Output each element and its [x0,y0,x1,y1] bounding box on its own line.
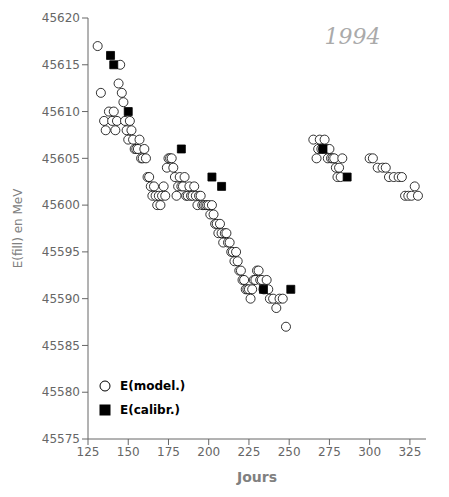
html-text:E(model.): E(model.) [120,379,186,393]
svg-text:150: 150 [117,445,140,459]
html-text:E(calibr.): E(calibr.) [120,403,180,417]
svg-text:275: 275 [318,445,341,459]
svg-text:45620: 45620 [42,11,80,25]
svg-text:125: 125 [77,445,100,459]
svg-text:Jours: Jours [236,469,277,485]
svg-text:45610: 45610 [42,105,80,119]
html-text:1994: 1994 [324,24,381,49]
svg-text:45590: 45590 [42,292,80,306]
svg-text:250: 250 [278,445,301,459]
svg-text:45580: 45580 [42,385,80,399]
svg-text:E(fill) en MeV: E(fill) en MeV [11,188,25,269]
svg-text:45600: 45600 [42,198,80,212]
svg-text:45595: 45595 [42,245,80,259]
svg-text:45605: 45605 [42,152,80,166]
svg-text:45575: 45575 [42,432,80,446]
svg-text:225: 225 [237,445,260,459]
svg-text:45615: 45615 [42,58,80,72]
svg-text:300: 300 [358,445,381,459]
svg-text:175: 175 [157,445,180,459]
svg-text:45585: 45585 [42,339,80,353]
svg-text:200: 200 [197,445,220,459]
svg-text:325: 325 [398,445,421,459]
